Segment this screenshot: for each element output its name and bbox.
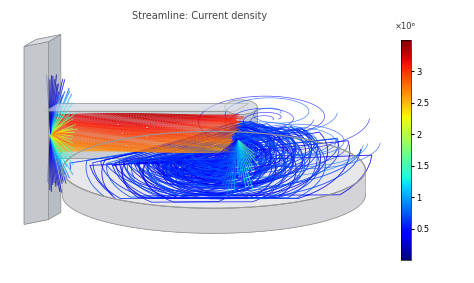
Polygon shape bbox=[24, 42, 48, 224]
Ellipse shape bbox=[62, 156, 365, 233]
Polygon shape bbox=[24, 35, 61, 46]
Ellipse shape bbox=[225, 100, 257, 114]
Polygon shape bbox=[48, 35, 61, 220]
Polygon shape bbox=[62, 170, 365, 233]
Polygon shape bbox=[24, 35, 61, 46]
Polygon shape bbox=[24, 42, 48, 224]
Text: ×10⁶: ×10⁶ bbox=[395, 22, 416, 31]
Polygon shape bbox=[225, 107, 257, 152]
Polygon shape bbox=[45, 111, 235, 158]
Ellipse shape bbox=[225, 144, 257, 159]
Ellipse shape bbox=[62, 131, 365, 208]
Ellipse shape bbox=[161, 155, 228, 177]
Polygon shape bbox=[235, 103, 249, 158]
Polygon shape bbox=[45, 103, 249, 111]
Text: Streamline: Current density: Streamline: Current density bbox=[131, 11, 267, 21]
Polygon shape bbox=[45, 103, 249, 111]
